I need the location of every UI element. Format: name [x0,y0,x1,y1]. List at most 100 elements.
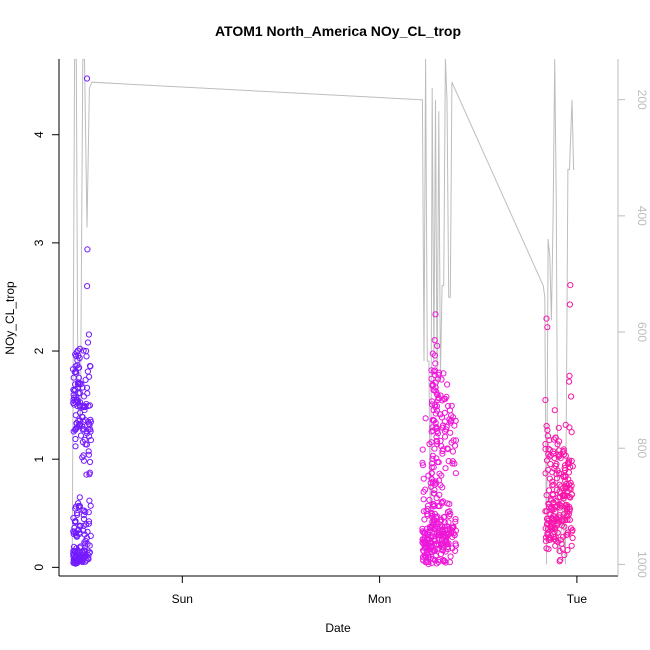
data-point [447,553,454,560]
data-point [444,546,452,553]
data-point [80,347,87,354]
data-point [86,458,94,466]
data-point [452,470,459,477]
data-point [442,559,449,566]
data-point [434,342,441,349]
data-point [71,369,78,376]
data-point [429,452,436,459]
right-tick-label-1000: 1000 [635,551,649,578]
data-point [76,522,83,529]
data-point [86,497,93,504]
right-tick-label-600: 600 [635,322,649,342]
data-point [440,396,448,403]
data-point [566,301,574,308]
data-points-layer [69,75,576,568]
data-point [442,426,450,433]
data-point [547,460,554,468]
data-point [446,559,453,566]
data-point [419,462,427,469]
data-point [431,371,438,378]
data-point [431,367,438,374]
data-point [452,516,459,523]
data-point [429,382,436,389]
data-point [448,412,455,419]
data-point [428,398,436,405]
data-point [554,441,561,448]
data-point [431,486,438,494]
data-point [76,494,83,501]
data-point [420,496,427,503]
data-point [421,516,428,523]
data-point [430,464,437,471]
data-point [566,485,573,492]
data-point [544,324,551,331]
data-point [84,283,91,290]
data-point [569,534,576,542]
data-point [84,390,91,397]
data-point [556,452,563,459]
data-point [80,457,88,464]
data-point [420,529,427,536]
data-point [72,427,79,434]
data-point [449,458,456,465]
x-tick-label-sun: Sun [172,592,193,606]
data-point [550,436,558,443]
data-point [556,481,563,488]
data-point [452,518,459,525]
data-point [419,525,426,532]
data-point [78,554,85,561]
data-point [427,543,434,550]
data-point [562,502,569,509]
data-point [448,527,455,534]
data-point [568,491,575,498]
data-point [85,448,92,455]
data-point [545,517,552,524]
data-point [85,451,93,458]
data-point [564,512,571,519]
data-point [555,424,562,431]
data-point [556,438,563,445]
data-point [439,484,446,491]
data-point [87,437,95,444]
data-point [542,508,549,515]
data-point [447,429,454,436]
data-point [72,518,79,525]
data-point [86,373,93,380]
data-point [543,492,550,499]
data-point [432,311,439,318]
data-point [73,509,81,517]
data-point [79,423,86,430]
data-point [556,488,563,495]
data-point [71,387,78,394]
data-point [439,450,446,457]
data-point [563,481,570,488]
data-point [430,547,437,554]
data-point [561,523,568,530]
data-point [72,435,79,443]
data-point [555,520,562,527]
data-point [565,469,573,476]
data-point [422,415,429,422]
data-point [432,552,439,560]
data-point [445,458,452,465]
data-point [566,372,573,379]
data-point [440,498,447,505]
data-point [545,500,552,507]
data-point [564,460,572,467]
data-point [430,368,437,375]
data-point [80,515,88,523]
data-point [556,470,563,477]
data-point [444,381,451,388]
data-point [72,503,80,510]
data-point [438,442,445,450]
data-point [420,475,427,482]
data-point [438,376,445,383]
data-point [544,532,551,539]
data-point [426,496,433,503]
data-point [78,381,85,388]
data-point [438,414,445,421]
data-point [429,455,436,462]
data-point [81,554,88,561]
data-point [431,337,438,344]
